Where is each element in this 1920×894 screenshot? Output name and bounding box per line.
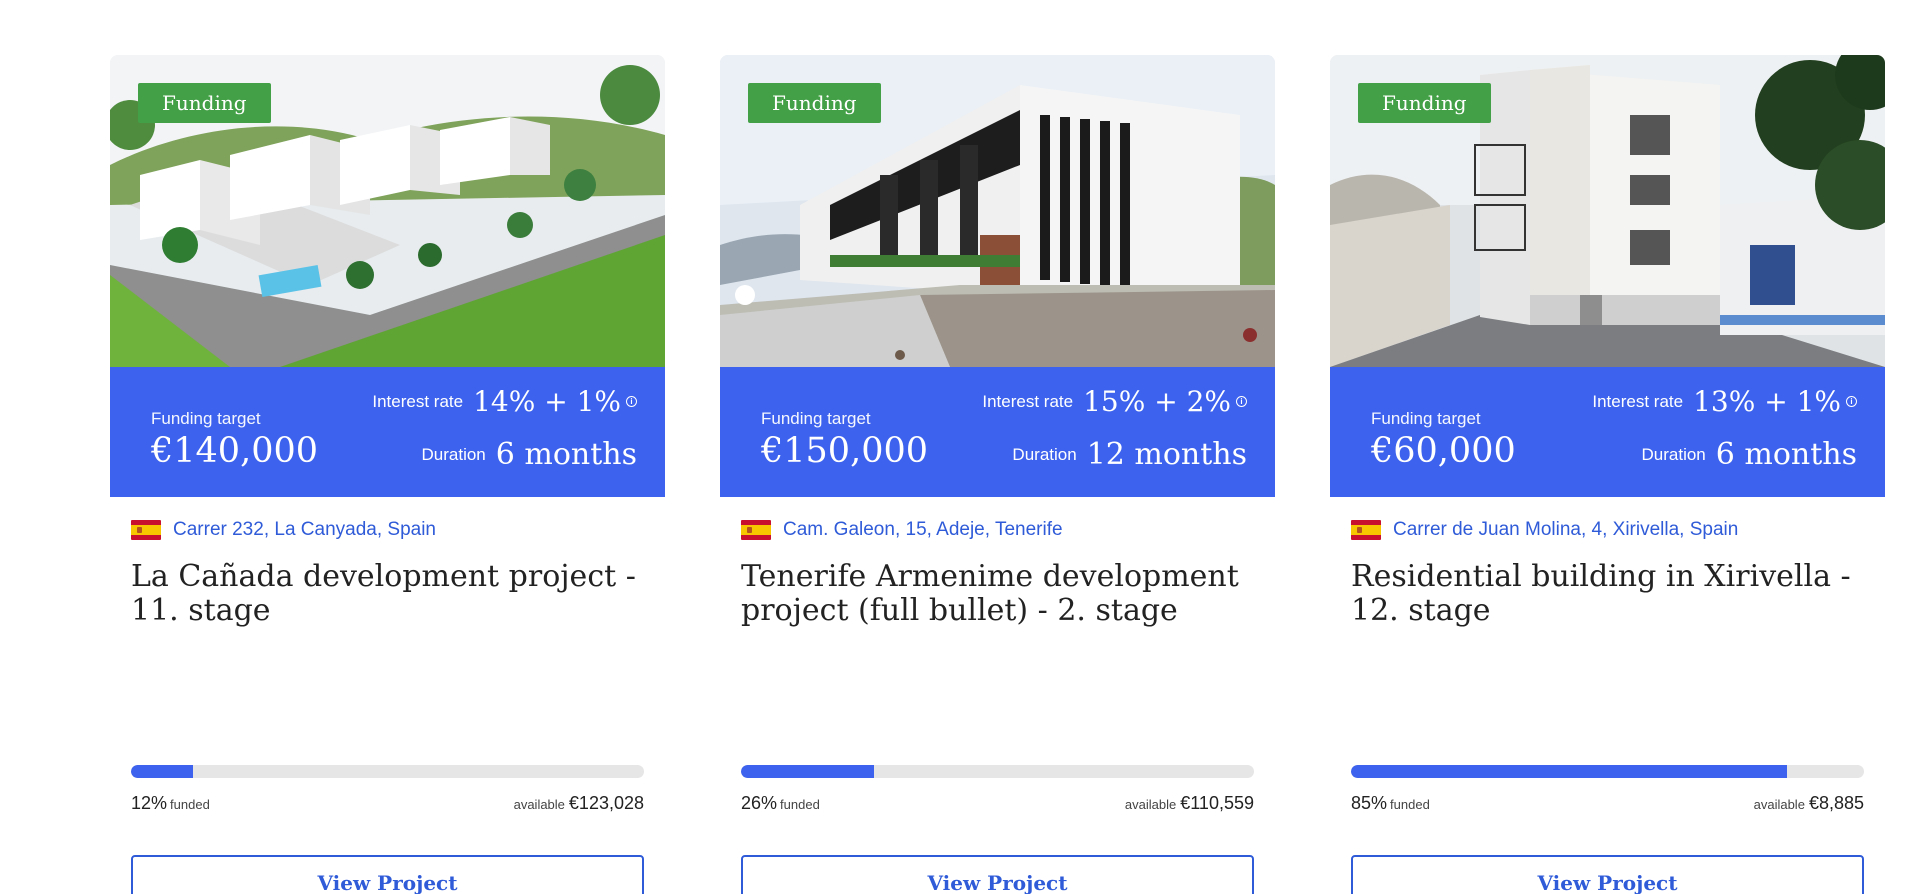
duration-label: Duration bbox=[421, 444, 486, 464]
funding-progress-bar bbox=[131, 765, 644, 778]
funding-info-panel: Funding target €140,000 Interest rate 14… bbox=[110, 367, 665, 497]
available-label: available bbox=[1753, 797, 1805, 812]
available-value: €8,885 bbox=[1808, 793, 1864, 813]
view-project-button[interactable]: View Project bbox=[131, 855, 644, 894]
duration-label: Duration bbox=[1641, 444, 1706, 464]
project-card: Funding Funding target €150,000 Interest… bbox=[720, 55, 1275, 894]
project-card: Funding Funding target €140,000 Interest… bbox=[110, 55, 665, 894]
project-location[interactable]: Carrer 232, La Canyada, Spain bbox=[131, 519, 436, 541]
duration-label: Duration bbox=[1012, 444, 1077, 464]
project-image[interactable]: Funding bbox=[110, 55, 665, 367]
available-label: available bbox=[513, 797, 565, 812]
spain-flag-icon bbox=[131, 520, 161, 540]
project-image[interactable]: Funding bbox=[1330, 55, 1885, 367]
funding-badge: Funding bbox=[138, 83, 271, 123]
interest-rate-label: Interest rate bbox=[982, 391, 1074, 411]
duration-value: 12 months bbox=[1086, 437, 1247, 472]
spain-flag-icon bbox=[741, 520, 771, 540]
funding-progress-bar bbox=[741, 765, 1254, 778]
interest-rate: Interest rate 15% + 2% i bbox=[982, 385, 1247, 418]
duration: Duration 6 months bbox=[1642, 437, 1858, 472]
funding-progress-bar bbox=[1351, 765, 1864, 778]
funding-target-value: €150,000 bbox=[761, 431, 929, 471]
project-location[interactable]: Carrer de Juan Molina, 4, Xirivella, Spa… bbox=[1351, 519, 1738, 541]
available-value: €123,028 bbox=[568, 793, 644, 813]
funding-badge: Funding bbox=[1358, 83, 1491, 123]
funding-info-panel: Funding target €60,000 Interest rate 13%… bbox=[1330, 367, 1885, 497]
available-amount: available €110,559 bbox=[1125, 793, 1254, 814]
funded-percent: 26% funded bbox=[741, 793, 820, 814]
villas-illustration bbox=[110, 55, 665, 367]
available-amount: available €8,885 bbox=[1754, 793, 1864, 814]
info-circle-icon[interactable]: i bbox=[626, 396, 637, 407]
funding-target-label: Funding target bbox=[761, 409, 871, 428]
spain-flag-icon bbox=[1351, 520, 1381, 540]
funded-percent: 85% funded bbox=[1351, 793, 1430, 814]
duration: Duration 6 months bbox=[422, 437, 638, 472]
view-project-button[interactable]: View Project bbox=[741, 855, 1254, 894]
funded-label: funded bbox=[170, 797, 210, 812]
funding-progress-fill bbox=[131, 765, 193, 778]
project-card: Funding Funding target €60,000 Interest … bbox=[1330, 55, 1885, 894]
interest-rate: Interest rate 13% + 1% i bbox=[1592, 385, 1857, 418]
funding-badge: Funding bbox=[748, 83, 881, 123]
interest-rate-value: 14% + 1% bbox=[473, 385, 621, 418]
project-location[interactable]: Cam. Galeon, 15, Adeje, Tenerife bbox=[741, 519, 1063, 541]
location-text: Cam. Galeon, 15, Adeje, Tenerife bbox=[783, 519, 1063, 540]
project-title[interactable]: Tenerife Armenime development project (f… bbox=[741, 559, 1239, 628]
location-text: Carrer 232, La Canyada, Spain bbox=[173, 519, 436, 540]
funded-percent: 12% funded bbox=[131, 793, 210, 814]
funding-target-value: €60,000 bbox=[1371, 431, 1516, 471]
interest-rate-label: Interest rate bbox=[1592, 391, 1684, 411]
funding-info-panel: Funding target €150,000 Interest rate 15… bbox=[720, 367, 1275, 497]
funded-percent-value: 12% bbox=[131, 793, 168, 813]
location-text: Carrer de Juan Molina, 4, Xirivella, Spa… bbox=[1393, 519, 1739, 540]
view-project-button[interactable]: View Project bbox=[1351, 855, 1864, 894]
duration-value: 6 months bbox=[495, 437, 637, 472]
funded-label: funded bbox=[780, 797, 820, 812]
duration-value: 6 months bbox=[1715, 437, 1857, 472]
interest-rate-value: 15% + 2% bbox=[1083, 385, 1231, 418]
funded-label: funded bbox=[1390, 797, 1430, 812]
info-circle-icon[interactable]: i bbox=[1846, 396, 1857, 407]
funding-target-label: Funding target bbox=[1371, 409, 1481, 428]
info-circle-icon[interactable]: i bbox=[1236, 396, 1247, 407]
project-title[interactable]: La Cañada development project - 11. stag… bbox=[131, 559, 636, 628]
apartment-building-illustration bbox=[1330, 55, 1885, 367]
funded-percent-value: 85% bbox=[1351, 793, 1388, 813]
project-image[interactable]: Funding bbox=[720, 55, 1275, 367]
funded-percent-value: 26% bbox=[741, 793, 778, 813]
interest-rate-label: Interest rate bbox=[372, 391, 464, 411]
available-value: €110,559 bbox=[1180, 793, 1254, 813]
interest-rate: Interest rate 14% + 1% i bbox=[372, 385, 637, 418]
funding-progress-fill bbox=[1351, 765, 1788, 778]
funding-target-value: €140,000 bbox=[151, 431, 319, 471]
available-label: available bbox=[1124, 797, 1177, 812]
available-amount: available €123,028 bbox=[514, 793, 644, 814]
project-title[interactable]: Residential building in Xirivella - 12. … bbox=[1351, 559, 1851, 628]
funding-progress-fill bbox=[741, 765, 875, 778]
interest-rate-value: 13% + 1% bbox=[1693, 385, 1841, 418]
duration: Duration 12 months bbox=[1012, 437, 1247, 472]
funding-target-label: Funding target bbox=[151, 409, 261, 428]
